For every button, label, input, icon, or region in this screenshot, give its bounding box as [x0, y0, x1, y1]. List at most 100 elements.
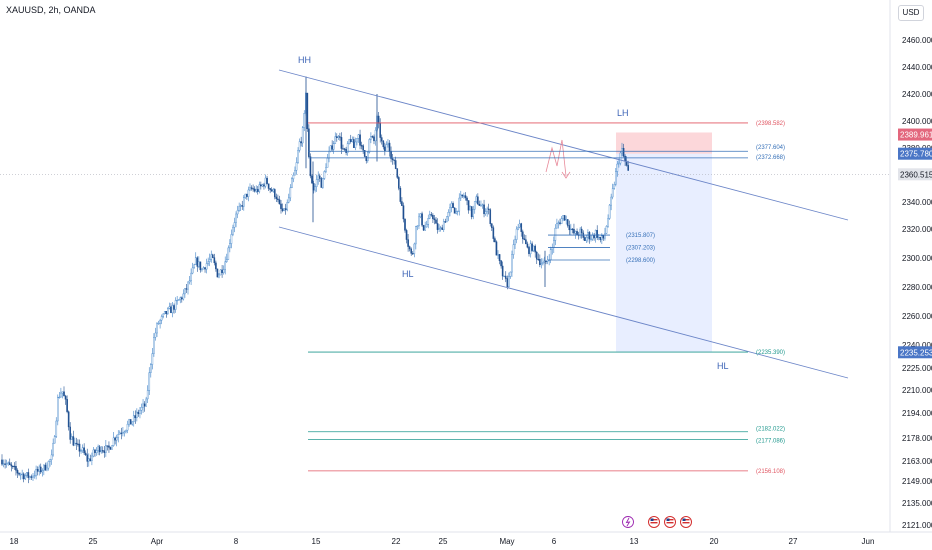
candle-body — [105, 445, 107, 453]
price-tag-value: 2360.515 — [900, 170, 932, 179]
candle-body — [604, 233, 606, 239]
candle-body — [413, 243, 416, 254]
candle-body — [411, 253, 414, 255]
candle-body — [429, 214, 431, 219]
candle-body — [272, 189, 275, 192]
candle-body — [97, 446, 99, 451]
candle-body — [21, 473, 23, 475]
price-tag-bg — [898, 147, 932, 160]
candle-body — [340, 137, 343, 149]
candle-body — [29, 476, 31, 478]
flag-stripe — [682, 519, 690, 521]
candle-body — [208, 259, 211, 262]
candle-body — [517, 226, 519, 230]
candle-body — [320, 178, 323, 188]
candle-body — [460, 194, 462, 199]
candle-body — [241, 205, 244, 207]
us-flag-icon[interactable] — [664, 516, 676, 528]
candle-body — [160, 316, 163, 321]
candle-body — [163, 311, 166, 315]
price-tag-bg — [898, 168, 932, 181]
price-axis[interactable]: 2460.0002440.0002420.0002400.0002380.000… — [889, 0, 932, 532]
candle-body — [2, 463, 5, 465]
candle-body — [438, 228, 440, 230]
time-tick-label: 20 — [710, 537, 719, 546]
level-label: (2398.582) — [756, 121, 785, 127]
channel-upper-line — [278, 69, 849, 221]
candle-body — [494, 238, 496, 243]
candle-body — [193, 264, 196, 269]
candle-body — [616, 163, 619, 172]
candle-body — [534, 245, 536, 253]
price-tick-label: 2340.000 — [902, 198, 932, 207]
lightning-icon[interactable] — [622, 516, 634, 528]
candle-body — [170, 306, 172, 314]
candle-body — [84, 452, 87, 456]
candle-body — [145, 398, 147, 407]
candle-body — [286, 202, 289, 211]
candle-body — [134, 415, 137, 419]
us-flag-icon[interactable] — [680, 516, 692, 528]
candle-body — [486, 208, 488, 212]
flag-stripe — [650, 519, 658, 521]
candle-body — [346, 143, 349, 153]
candle-body — [187, 281, 189, 290]
candle-body — [556, 223, 558, 229]
candle-body — [213, 257, 216, 264]
candle-body — [61, 391, 64, 394]
currency-button[interactable]: USD — [898, 5, 924, 21]
candle-body — [306, 92, 309, 130]
candle-body — [108, 445, 110, 448]
candle-body — [339, 136, 341, 138]
candle-body — [526, 243, 529, 248]
candle-body — [430, 214, 433, 216]
candle-body — [379, 123, 382, 138]
candle-body — [627, 165, 629, 171]
candle-body — [591, 235, 594, 240]
candle-body — [427, 218, 430, 225]
candle-body — [419, 213, 422, 218]
time-axis[interactable]: 18 25 Apr 8 15 22 25 May 6 13 20 27 Jun — [0, 531, 932, 546]
candle-body — [359, 134, 361, 146]
candle-body — [402, 205, 405, 220]
candle-body — [601, 235, 603, 241]
candle-body — [136, 411, 138, 419]
candle-body — [143, 403, 146, 407]
candle-body — [472, 209, 475, 218]
candle-body — [585, 237, 588, 241]
candle-body — [362, 145, 364, 151]
candle-body — [497, 254, 499, 256]
candle-body — [153, 337, 155, 354]
candle-body — [466, 197, 468, 201]
level-label: (2235.390) — [756, 350, 785, 356]
candle-body — [277, 198, 279, 200]
candle-body — [599, 236, 602, 241]
candle-body — [218, 274, 220, 278]
candle-body — [342, 148, 344, 150]
candle-body — [199, 261, 202, 271]
candle-body — [621, 148, 623, 154]
candle-body — [39, 466, 42, 473]
candle-body — [215, 262, 217, 270]
price-tag-value: 2375.780 — [900, 150, 932, 159]
time-tick-label: Jun — [862, 537, 875, 546]
candle-body — [287, 197, 290, 203]
candle-body — [103, 450, 106, 453]
us-flag-icon[interactable] — [648, 516, 660, 528]
candle-body — [118, 432, 121, 435]
candle-body — [332, 143, 335, 150]
candle-body — [537, 258, 540, 261]
flag-canton — [666, 518, 670, 521]
candle-body — [112, 437, 115, 446]
candle-body — [549, 249, 552, 260]
candle-body — [439, 227, 442, 229]
candle-body — [219, 269, 222, 276]
candle-body — [222, 269, 225, 274]
candle-body — [452, 203, 454, 209]
candle-body — [244, 193, 247, 198]
candle-body — [24, 475, 27, 480]
candle-body — [565, 219, 567, 221]
candle-body — [354, 141, 357, 148]
symbol-title[interactable]: XAUUSD, 2h, OANDA — [6, 5, 96, 15]
